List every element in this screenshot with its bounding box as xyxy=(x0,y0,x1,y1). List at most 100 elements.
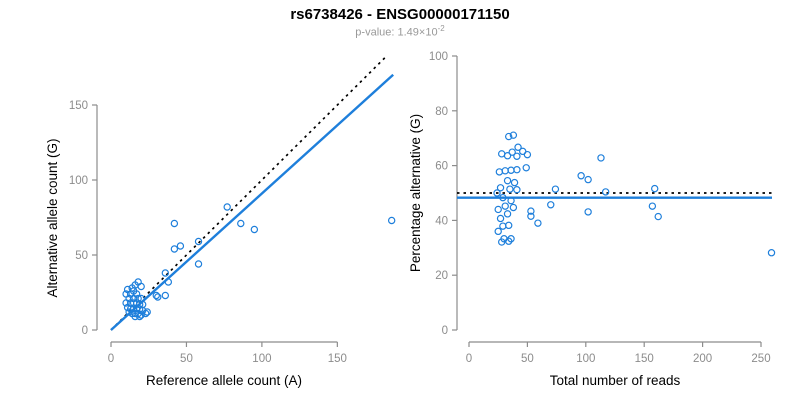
x-tick-label: 0 xyxy=(108,353,114,365)
data-point xyxy=(170,245,179,253)
data-point xyxy=(170,219,179,228)
data-point xyxy=(143,308,151,316)
data-point xyxy=(509,203,518,212)
data-point xyxy=(135,312,144,321)
data-point xyxy=(122,299,130,307)
data-point xyxy=(522,164,530,172)
data-point xyxy=(551,185,560,193)
data-point xyxy=(651,184,659,193)
data-point xyxy=(527,207,535,215)
data-point xyxy=(499,193,507,202)
right-scatter-plot: Total number of reads Percentage alterna… xyxy=(408,51,776,388)
data-point xyxy=(501,167,509,175)
data-point xyxy=(584,175,592,184)
data-point xyxy=(584,208,592,216)
right-y-axis-label: Percentage alternative (G) xyxy=(408,114,423,272)
fitted-regression-line xyxy=(110,73,394,331)
data-point xyxy=(513,152,521,160)
left-x-axis-label: Reference allele count (A) xyxy=(146,373,302,388)
x-tick-label: 100 xyxy=(576,353,595,365)
right-plot-axes: 0 20 40 60 80 100 0 50 100 150 200 250 xyxy=(429,51,771,365)
data-point xyxy=(513,186,521,194)
x-tick-label: 150 xyxy=(328,353,347,365)
data-point xyxy=(514,143,522,151)
left-y-axis-label: Alternative allele count (G) xyxy=(45,138,60,297)
pvalue-exponent: -2 xyxy=(437,24,445,33)
data-point xyxy=(523,150,532,159)
page-title: rs6738426 - ENSG00000171150 xyxy=(290,6,510,23)
data-point xyxy=(534,219,542,227)
data-point xyxy=(601,188,610,196)
data-point xyxy=(496,184,505,192)
data-point xyxy=(194,260,203,268)
data-point xyxy=(498,238,506,246)
data-point xyxy=(493,189,501,197)
y-tick-label: 60 xyxy=(435,161,448,173)
y-tick-label: 150 xyxy=(69,100,88,112)
data-point xyxy=(250,225,259,234)
data-point xyxy=(527,212,535,220)
x-tick-label: 250 xyxy=(751,353,770,365)
data-point xyxy=(161,291,170,300)
data-point xyxy=(176,242,185,250)
pvalue-subtitle: p-value: 1.49×10-2 xyxy=(0,24,800,39)
y-tick-label: 80 xyxy=(435,106,448,118)
data-point xyxy=(387,216,396,225)
data-point xyxy=(597,154,605,162)
data-point xyxy=(767,249,776,257)
data-point xyxy=(509,131,518,139)
data-point xyxy=(508,148,516,156)
y-tick-label: 100 xyxy=(69,175,88,187)
x-tick-label: 50 xyxy=(521,353,534,365)
data-point xyxy=(237,219,245,228)
left-plot-marks xyxy=(110,54,396,331)
data-point xyxy=(501,202,509,210)
data-point xyxy=(152,291,160,300)
y-tick-label: 40 xyxy=(435,215,448,227)
data-point xyxy=(223,203,231,211)
data-point xyxy=(503,210,512,218)
data-point xyxy=(507,196,515,205)
data-point xyxy=(161,269,170,277)
left-scatter-plot: Reference allele count (A) Alternative a… xyxy=(45,54,396,388)
data-point xyxy=(499,222,507,230)
data-point xyxy=(513,166,521,174)
pvalue-text: p-value: 1.49×10 xyxy=(355,26,438,39)
data-point xyxy=(164,278,173,286)
data-point xyxy=(498,150,506,158)
data-point xyxy=(505,132,513,141)
data-point xyxy=(154,293,162,301)
data-point xyxy=(494,205,502,214)
x-tick-label: 150 xyxy=(635,353,654,365)
x-tick-label: 0 xyxy=(466,353,472,365)
data-point xyxy=(503,176,512,185)
x-tick-label: 100 xyxy=(252,353,271,365)
data-point xyxy=(654,212,662,221)
y-tick-label: 0 xyxy=(82,325,88,337)
data-point xyxy=(194,237,203,246)
right-x-axis-label: Total number of reads xyxy=(550,373,681,388)
data-point xyxy=(577,172,585,180)
expected-identity-line xyxy=(110,54,388,331)
data-point xyxy=(648,202,657,210)
x-tick-label: 50 xyxy=(180,353,193,365)
data-point xyxy=(510,178,519,187)
data-point xyxy=(507,166,515,174)
data-point xyxy=(131,312,139,321)
left-plot-axes: 0 50 100 150 0 50 100 150 xyxy=(69,100,347,365)
data-point xyxy=(506,185,514,193)
data-point xyxy=(547,201,555,209)
data-point xyxy=(494,227,502,236)
y-tick-label: 20 xyxy=(435,270,448,282)
y-tick-label: 0 xyxy=(442,325,448,337)
right-plot-marks xyxy=(457,131,776,257)
data-point xyxy=(137,282,145,291)
y-tick-label: 100 xyxy=(429,51,448,63)
data-point xyxy=(496,214,505,223)
y-tick-label: 50 xyxy=(75,250,88,262)
data-point xyxy=(495,168,504,176)
data-point xyxy=(505,221,513,230)
x-tick-label: 200 xyxy=(693,353,712,365)
